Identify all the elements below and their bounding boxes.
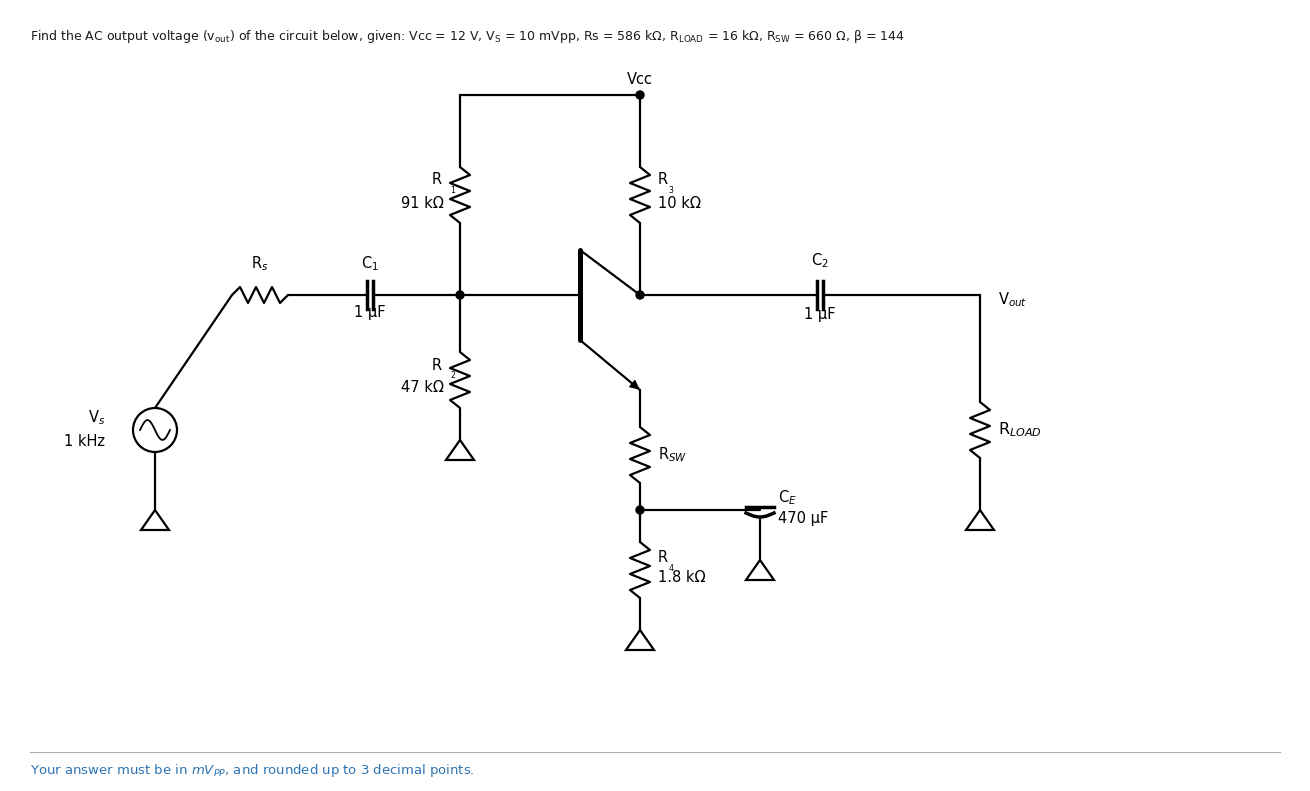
Text: 10 kΩ: 10 kΩ xyxy=(658,195,701,210)
Text: 1.8 kΩ: 1.8 kΩ xyxy=(658,570,706,585)
Text: 1 μF: 1 μF xyxy=(804,307,836,322)
Circle shape xyxy=(635,506,645,514)
Text: C$_2$: C$_2$ xyxy=(811,252,829,270)
Text: R: R xyxy=(432,172,441,187)
Text: V$_s$: V$_s$ xyxy=(88,409,105,427)
Text: $_4$: $_4$ xyxy=(668,563,675,575)
Text: $_1$: $_1$ xyxy=(451,185,456,198)
Text: C$_E$: C$_E$ xyxy=(778,489,796,507)
Text: 1 kHz: 1 kHz xyxy=(64,434,105,449)
Text: C$_1$: C$_1$ xyxy=(362,254,379,273)
Text: Your answer must be in $mV_{PP}$, and rounded up to 3 decimal points.: Your answer must be in $mV_{PP}$, and ro… xyxy=(30,762,474,779)
Text: V$_{out}$: V$_{out}$ xyxy=(998,290,1027,309)
Circle shape xyxy=(635,91,645,99)
Text: R: R xyxy=(432,358,441,373)
Polygon shape xyxy=(630,380,638,388)
Text: $_3$: $_3$ xyxy=(668,185,675,198)
Circle shape xyxy=(456,291,464,299)
Text: 91 kΩ: 91 kΩ xyxy=(401,195,444,210)
Text: R$_s$: R$_s$ xyxy=(252,254,269,273)
Text: 47 kΩ: 47 kΩ xyxy=(401,380,444,396)
Text: Find the AC output voltage (v$_\mathregular{out}$) of the circuit below, given: : Find the AC output voltage (v$_\mathregu… xyxy=(30,28,905,45)
Text: $_2$: $_2$ xyxy=(451,370,456,382)
Text: R: R xyxy=(658,172,668,187)
Circle shape xyxy=(635,291,645,299)
Text: R$_{SW}$: R$_{SW}$ xyxy=(658,445,688,464)
Text: 1 μF: 1 μF xyxy=(354,305,385,320)
Text: R$_{LOAD}$: R$_{LOAD}$ xyxy=(998,421,1041,439)
Text: 470 μF: 470 μF xyxy=(778,510,828,525)
Text: R: R xyxy=(658,551,668,566)
Text: Vcc: Vcc xyxy=(627,72,652,87)
